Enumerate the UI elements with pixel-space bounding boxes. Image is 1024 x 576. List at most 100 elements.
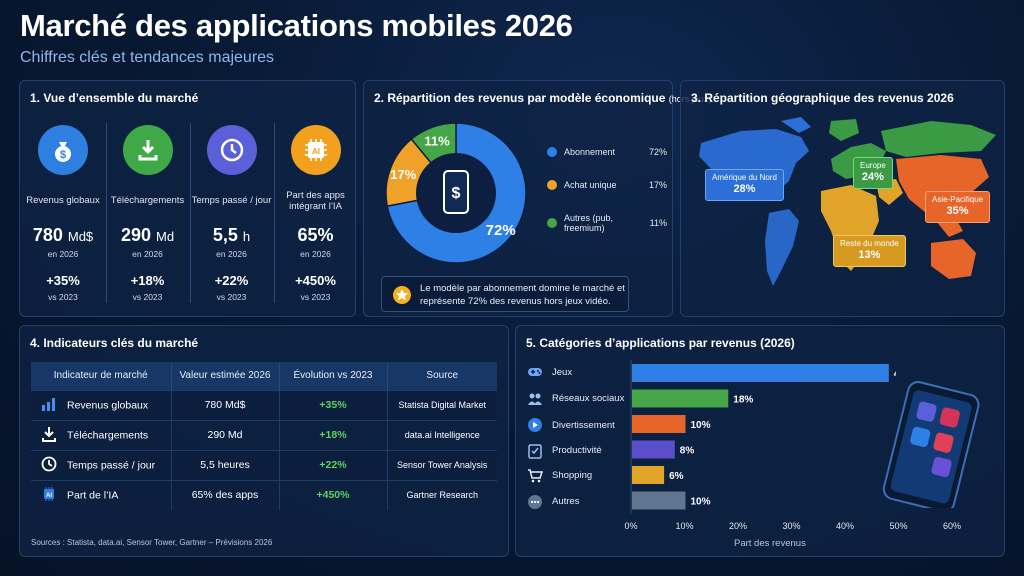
indicator-cell: Téléchargements — [31, 419, 172, 450]
bar-value-label: 6% — [669, 471, 684, 482]
clock-icon — [206, 125, 257, 175]
kpi-value: 780 Md$ — [32, 225, 94, 245]
category-name: Autres — [552, 496, 580, 507]
kpi-sub: en 2026 — [47, 249, 79, 259]
map-australia — [931, 239, 976, 279]
market-overview-panel: 1. Vue d’ensemble du marché $ Revenus gl… — [19, 80, 356, 317]
region-north-america: Amérique du Nord 28% — [705, 169, 784, 201]
category-label: Productivité — [526, 443, 602, 459]
gamepad-icon — [526, 366, 544, 378]
category-name: Shopping — [552, 470, 593, 481]
svg-text:AI: AI — [46, 493, 52, 499]
kpi-sub: en 2026 — [216, 249, 247, 259]
source-cell: data.ai Intelligence — [387, 419, 497, 450]
indicator-cell: Temps passé / jour — [31, 449, 172, 480]
panel-title: 1. Vue d’ensemble du marché — [30, 91, 199, 105]
page-subtitle: Chiffres clés et tendances majeures — [20, 49, 275, 66]
legend-swatch — [547, 218, 557, 228]
value-cell: 780 Md$ — [171, 389, 280, 420]
money-bag-icon: $ — [38, 125, 88, 175]
region-europe: Europe 24% — [853, 157, 893, 189]
value-cell: 5,5 heures — [171, 449, 280, 480]
column-header: Indicateur de marché — [31, 362, 172, 390]
x-axis-label: Part des revenus — [734, 538, 806, 549]
value-cell: 65% des apps — [171, 479, 280, 510]
pie-slice-label: 17% — [390, 167, 416, 182]
bar — [632, 491, 686, 510]
x-tick-label: 10% — [675, 521, 694, 531]
table-row: Temps passé / jour 5,5 heures +22% Senso… — [31, 449, 497, 480]
panel-title: 5. Catégories d’applications par revenus… — [526, 336, 795, 350]
value-cell: 290 Md — [171, 419, 280, 450]
bar — [632, 364, 889, 382]
indicators-panel: 4. Indicateurs clés du marché Indicateur… — [19, 325, 509, 557]
kpi-time: Temps passé / jour 5,5 h en 2026 +22% vs… — [190, 123, 272, 303]
bar-value-label: 8% — [680, 446, 695, 457]
region-rest-of-world: Reste du monde 13% — [833, 235, 906, 267]
cart-icon — [526, 468, 544, 483]
category-label: Shopping — [526, 468, 592, 483]
growth-cell: +22% — [279, 449, 388, 480]
column-header: Valeur estimée 2026 — [171, 362, 280, 390]
category-label: Autres — [526, 494, 579, 510]
clock-icon — [41, 456, 59, 475]
column-header: Source — [387, 362, 497, 390]
kpi-downloads: Téléchargements 290 Md en 2026 +18% vs 2… — [106, 123, 188, 303]
svg-text:AI: AI — [312, 147, 320, 156]
bar — [632, 389, 729, 408]
x-tick-label: 30% — [782, 521, 801, 531]
kpi-growth: +35% — [46, 273, 80, 288]
phone-icon: $ — [443, 170, 469, 214]
kpi-vs: vs 2023 — [132, 292, 163, 302]
download-icon — [122, 125, 173, 175]
indicator-cell: Revenus globaux — [31, 389, 172, 420]
page-title: Marché des applications mobiles 2026 — [20, 8, 573, 43]
bar-value-label: 48% — [894, 369, 896, 380]
panel-title: 2. Répartition des revenus par modèle éc… — [374, 91, 711, 105]
table-row: AI Part de l’IA 65% des apps +450% Gartne… — [31, 479, 497, 510]
categories-panel: 5. Catégories d’applications par revenus… — [515, 325, 1005, 557]
svg-text:$: $ — [452, 185, 461, 202]
legend-value: 17% — [648, 180, 667, 190]
revenue-model-panel: 2. Répartition des revenus par modèle éc… — [363, 80, 711, 317]
legend-item: Achat unique 17% — [547, 180, 667, 190]
table-row: Revenus globaux 780 Md$ +35% Statista Di… — [31, 389, 497, 420]
source-cell: Sensor Tower Analysis — [387, 449, 497, 480]
kpi-vs: vs 2023 — [48, 292, 78, 302]
bar-value-label: 10% — [691, 497, 711, 508]
donut-chart: $ 72% 17% 11% — [385, 122, 527, 264]
x-tick-label: 60% — [942, 521, 962, 531]
legend-item: Autres (pub, freemium) 11% — [547, 213, 667, 233]
play-icon — [526, 417, 544, 433]
checklist-icon — [526, 443, 544, 459]
ai-chip-icon: AI — [290, 125, 341, 175]
kpi-growth: +18% — [130, 273, 165, 288]
phone-illustration — [882, 381, 980, 508]
insight-note: Le modèle par abonnement domine le march… — [381, 276, 629, 312]
download-icon — [41, 426, 59, 445]
panel-title: 4. Indicateurs clés du marché — [30, 336, 199, 350]
kpi-growth: +22% — [214, 273, 249, 288]
people-icon — [526, 392, 544, 406]
legend-swatch — [547, 180, 557, 190]
category-label: Divertissement — [526, 417, 615, 433]
bar-chart-icon — [41, 397, 59, 414]
table-row: Téléchargements 290 Md +18% data.ai Inte… — [31, 419, 497, 450]
kpi-vs: vs 2023 — [300, 292, 331, 302]
map-south-america — [765, 209, 799, 286]
category-name: Productivité — [552, 445, 602, 456]
x-tick-label: 50% — [889, 521, 908, 531]
source-cell: Statista Digital Market — [387, 389, 497, 420]
kpi-label: Temps passé / jour — [191, 195, 272, 207]
note-text: Le modèle par abonnement domine le march… — [420, 283, 625, 307]
kpi-value: 5,5 h — [212, 225, 251, 245]
legend-value: 11% — [649, 218, 667, 228]
pie-slice-label: 72% — [486, 222, 516, 239]
x-tick-label: 40% — [835, 521, 855, 531]
more-icon — [526, 494, 544, 510]
geo-revenue-panel: 3. Répartition géographique des revenus … — [680, 80, 1005, 317]
kpi-label: Revenus globaux — [26, 195, 100, 207]
source-cell: Gartner Research — [387, 479, 497, 510]
kpi-value: 290 Md — [120, 225, 175, 245]
kpi-label: Téléchargements — [110, 195, 185, 207]
